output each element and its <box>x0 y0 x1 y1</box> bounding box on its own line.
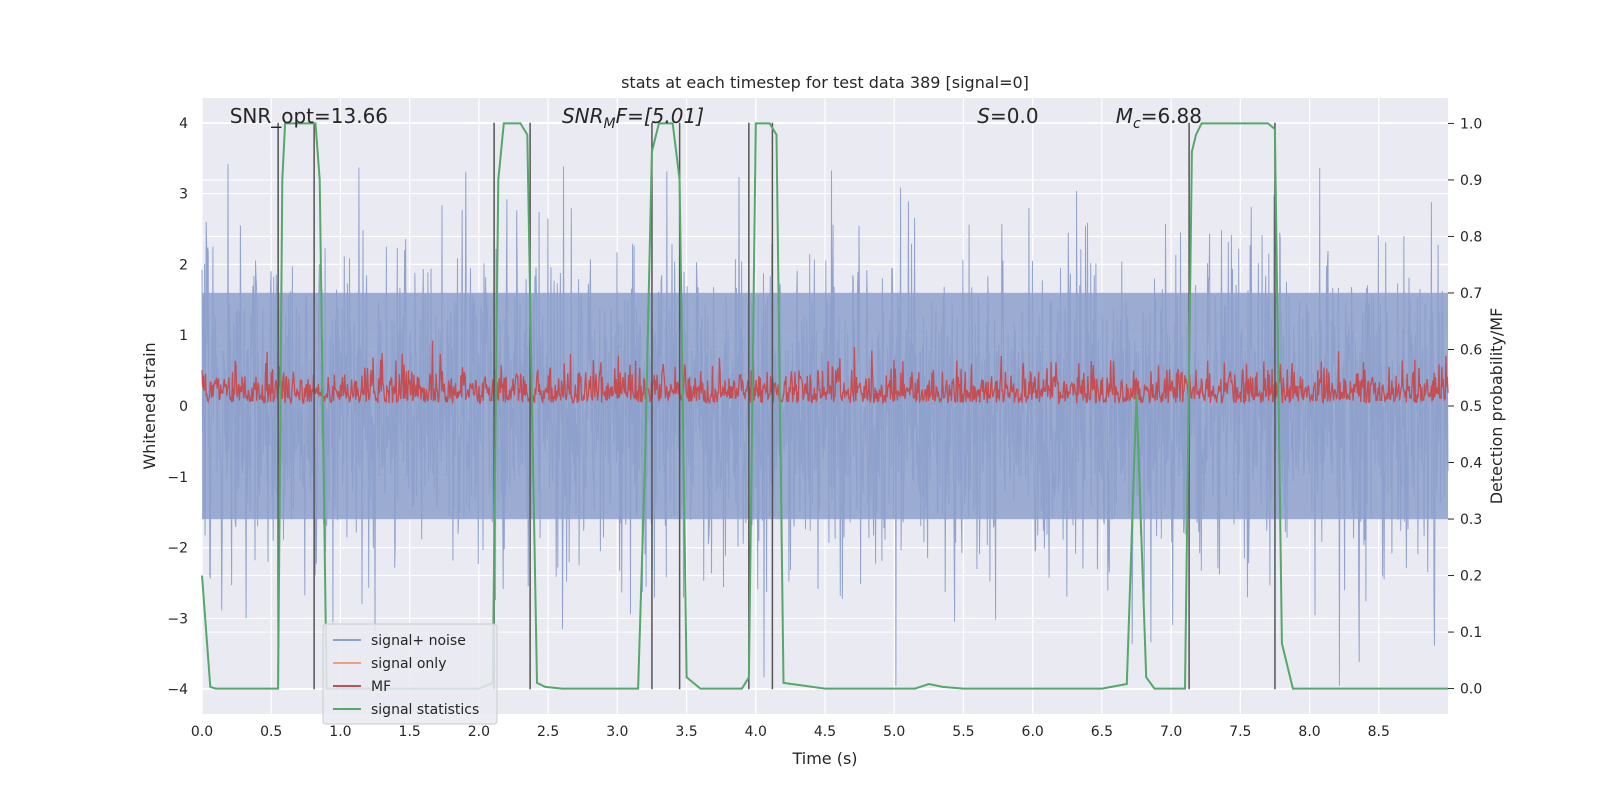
x-tick-label: 3.5 <box>675 724 697 740</box>
legend-entry: signal+ noise <box>371 633 466 649</box>
x-tick-label: 4.5 <box>814 724 836 740</box>
x-tick-label: 7.5 <box>1229 724 1251 740</box>
legend-entry: signal only <box>371 656 446 672</box>
annotations: SNR_opt=13.66 SNRMF=[5.01] S=0.0 Mc=6.88 <box>230 104 1202 132</box>
legend-entry: MF <box>371 679 391 695</box>
y-tick-label: −2 <box>167 541 188 557</box>
mf-trace <box>201 340 1449 405</box>
y-tick-labels: 4 3 2 1 0 −1 −2 −3 −4 <box>167 116 188 698</box>
y2-tick-label: 1.0 <box>1460 116 1482 132</box>
y-tick-label: 1 <box>179 328 188 344</box>
series-signal-noise <box>201 163 1449 686</box>
y2-tick-label: 0.8 <box>1460 229 1482 245</box>
y2-tick-label: 0.0 <box>1460 682 1482 698</box>
y-tick-label: 4 <box>179 116 188 132</box>
legend-entry: signal statistics <box>371 702 479 718</box>
annotation: S=0.0 <box>977 104 1038 128</box>
y2-tick-label: 0.6 <box>1460 342 1482 358</box>
x-tick-label: 2.0 <box>468 724 490 740</box>
annotation: SNRMF=[5.01] <box>562 104 704 132</box>
x-tick-label: 6.5 <box>1091 724 1113 740</box>
y2-tick-label: 0.2 <box>1460 569 1482 585</box>
x-tick-label: 0.5 <box>260 724 282 740</box>
y-tick-label: −4 <box>167 682 188 698</box>
x-tick-label: 5.0 <box>883 724 905 740</box>
y2-tick-label: 0.1 <box>1460 625 1482 641</box>
annotation: SNR_opt=13.66 <box>230 104 388 128</box>
x-tick-label: 8.0 <box>1298 724 1320 740</box>
y2-tick-label: 0.7 <box>1460 286 1482 302</box>
y-tick-label: −1 <box>167 470 188 486</box>
x-tick-label: 1.5 <box>399 724 421 740</box>
x-tick-labels: 0.0 0.5 1.0 1.5 2.0 2.5 3.0 3.5 4.0 4.5 5.0 5.5 6.0 6… <box>191 724 1390 740</box>
x-tick-label: 6.0 <box>1022 724 1044 740</box>
x-tick-label: 2.5 <box>537 724 559 740</box>
y2-tick-labels: 1.0 0.9 0.8 0.7 0.6 0.5 0.4 0.3 0.2 0.1 0.0 <box>1460 116 1482 697</box>
x-tick-label: 4.0 <box>745 724 767 740</box>
y2-tick-label: 0.5 <box>1460 399 1482 415</box>
x-axis-label: Time (s) <box>791 749 857 768</box>
x-tick-label: 1.0 <box>329 724 351 740</box>
y-tick-label: 3 <box>179 187 188 203</box>
y-tick-label: −3 <box>167 611 188 627</box>
legend: signal+ noise signal only MF signal statist… <box>322 623 498 725</box>
y2-tick-label: 0.9 <box>1460 173 1482 189</box>
x-tick-label: 0.0 <box>191 724 213 740</box>
y2-tick-label: 0.3 <box>1460 512 1482 528</box>
x-tick-label: 7.0 <box>1160 724 1182 740</box>
noise-trace <box>201 163 1449 686</box>
y2-tick-label: 0.4 <box>1460 456 1482 472</box>
annotation: Mc=6.88 <box>1116 104 1202 132</box>
chart-title: stats at each timestep for test data 389… <box>621 73 1029 92</box>
x-tick-label: 8.5 <box>1368 724 1390 740</box>
x-tick-label: 3.0 <box>606 724 628 740</box>
legend-box <box>322 623 498 725</box>
y-tick-label: 2 <box>179 257 188 273</box>
x-tick-label: 5.5 <box>952 724 974 740</box>
y-tick-label: 0 <box>179 399 188 415</box>
y-axis-label: Whitened strain <box>140 342 159 469</box>
series-mf <box>201 340 1449 405</box>
y2-axis-label: Detection probability/MF <box>1487 308 1506 505</box>
